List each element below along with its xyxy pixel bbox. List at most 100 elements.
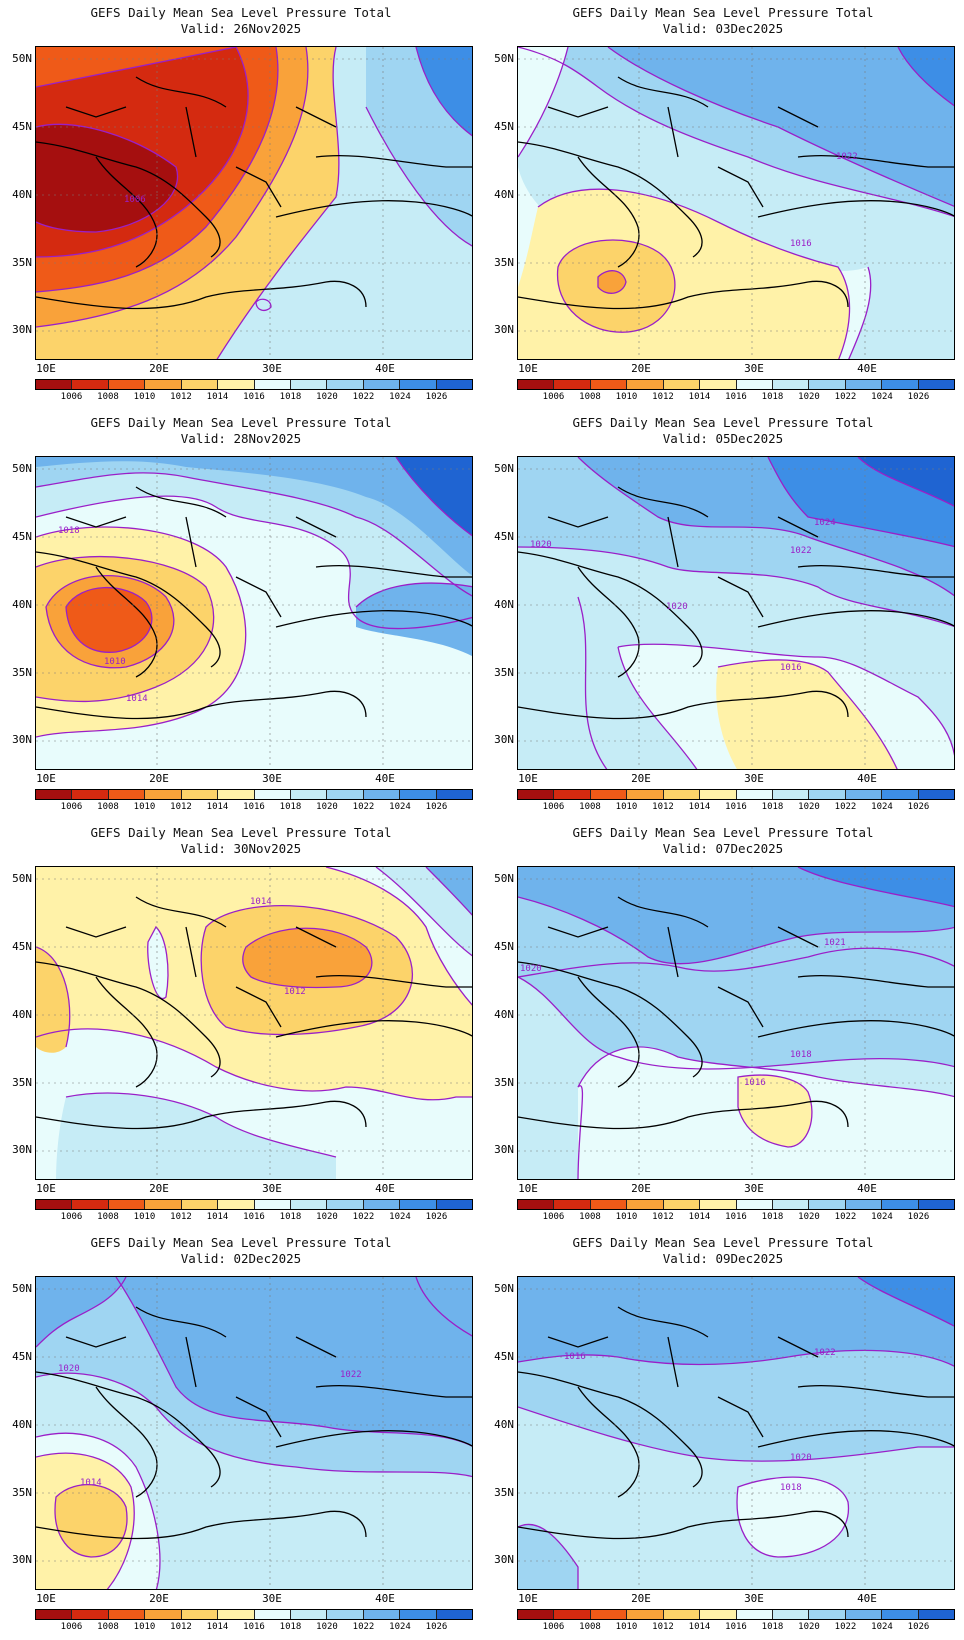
colorbar-label: 1012 — [170, 802, 192, 812]
contour-label: 1018 — [790, 1050, 812, 1060]
colorbar-swatch — [700, 1610, 737, 1619]
colorbar — [35, 379, 473, 390]
colorbar — [517, 1609, 955, 1620]
colorbar-swatch — [554, 1610, 591, 1619]
colorbar-swatch — [72, 1200, 109, 1209]
colorbar-swatch — [290, 1610, 328, 1619]
colorbar-label: 1008 — [97, 392, 119, 402]
y-tick: 35N — [494, 666, 514, 679]
colorbar-label: 1018 — [279, 1212, 302, 1222]
colorbar-label: 1012 — [170, 1622, 192, 1632]
contour-label: 1014 — [80, 1478, 102, 1488]
colorbar-swatch — [772, 1610, 810, 1619]
y-tick: 40N — [494, 598, 514, 611]
colorbar — [517, 1199, 955, 1210]
colorbar-label: 1022 — [834, 1212, 857, 1222]
colorbar-swatch — [882, 790, 919, 799]
colorbar-label: 1016 — [725, 392, 747, 402]
contour-label: 1022 — [814, 1348, 836, 1358]
colorbar-swatch — [627, 790, 664, 799]
pressure-map: 1020 1021 1018 1016 — [517, 866, 955, 1180]
colorbar-label: 1008 — [579, 802, 601, 812]
colorbar-swatch — [108, 790, 146, 799]
colorbar-label: 1006 — [542, 392, 565, 402]
x-tick: 40E — [857, 772, 877, 785]
x-tick: 20E — [149, 362, 169, 375]
x-tick: 20E — [631, 362, 651, 375]
contour-label: 1022 — [836, 152, 858, 162]
panel-valid-date: Valid: 02Dec2025 — [180, 1251, 302, 1266]
y-tick: 40N — [494, 1008, 514, 1021]
x-tick: 10E — [36, 1592, 56, 1605]
colorbar-label: 1026 — [907, 1212, 930, 1222]
panel-valid-date: Valid: 28Nov2025 — [180, 431, 302, 446]
contour-label: 1016 — [780, 663, 802, 673]
colorbar-label: 1012 — [652, 1622, 674, 1632]
colorbar-swatch — [736, 1200, 773, 1209]
colorbar-label: 1016 — [725, 1622, 747, 1632]
panel-title: GEFS Daily Mean Sea Level Pressure Total — [90, 415, 392, 430]
colorbar — [35, 1609, 473, 1620]
colorbar-swatch — [918, 1610, 955, 1619]
colorbar — [517, 789, 955, 800]
colorbar-swatch — [400, 380, 437, 389]
x-tick: 30E — [744, 1182, 764, 1195]
y-tick: 30N — [12, 1143, 32, 1156]
colorbar-label: 1018 — [761, 392, 784, 402]
colorbar-swatch — [145, 1610, 182, 1619]
colorbar-label: 1010 — [615, 392, 638, 402]
x-tick: 10E — [36, 772, 56, 785]
colorbar-label: 1014 — [206, 392, 229, 402]
colorbar-label: 1026 — [907, 392, 930, 402]
x-tick: 20E — [149, 1592, 169, 1605]
colorbar-label: 1018 — [761, 1622, 784, 1632]
contour-label: 1014 — [126, 694, 148, 704]
x-tick: 20E — [631, 1592, 651, 1605]
colorbar-swatch — [663, 1200, 701, 1209]
map-panel-03dec: GEFS Daily Mean Sea Level Pressure Total… — [482, 0, 964, 410]
colorbar-swatch — [918, 380, 955, 389]
colorbar-swatch — [663, 380, 701, 389]
map-panel-28nov: GEFS Daily Mean Sea Level Pressure Total… — [0, 410, 482, 820]
x-tick: 10E — [518, 772, 538, 785]
colorbar-swatch — [627, 1200, 664, 1209]
colorbar-label: 1022 — [834, 1622, 857, 1632]
colorbar-swatch — [845, 1610, 883, 1619]
colorbar-swatch — [518, 1200, 555, 1209]
y-tick: 40N — [494, 1418, 514, 1431]
x-tick: 20E — [631, 772, 651, 785]
colorbar-label: 1020 — [798, 802, 820, 812]
map-panel-26nov: GEFS Daily Mean Sea Level Pressure Total… — [0, 0, 482, 410]
colorbar-swatch — [363, 790, 401, 799]
x-tick: 30E — [262, 362, 282, 375]
panel-valid-date: Valid: 05Dec2025 — [662, 431, 784, 446]
colorbar-label: 1020 — [798, 1622, 820, 1632]
panel-title: GEFS Daily Mean Sea Level Pressure Total — [90, 825, 392, 840]
y-tick: 35N — [12, 256, 32, 269]
colorbar-label: 1024 — [389, 802, 411, 812]
colorbar — [35, 789, 473, 800]
contour-label: 1022 — [790, 546, 812, 556]
y-tick: 35N — [494, 1076, 514, 1089]
colorbar-swatch — [108, 1610, 146, 1619]
x-tick: 10E — [518, 1592, 538, 1605]
colorbar-swatch — [181, 1610, 219, 1619]
colorbar-label: 1010 — [615, 802, 638, 812]
x-tick: 40E — [857, 1592, 877, 1605]
colorbar-label: 1024 — [871, 392, 893, 402]
colorbar-label: 1024 — [389, 1622, 411, 1632]
colorbar-swatch — [290, 790, 328, 799]
colorbar-label: 1024 — [389, 392, 411, 402]
colorbar-swatch — [108, 380, 146, 389]
colorbar-label: 1008 — [579, 1622, 601, 1632]
map-panel-02dec: GEFS Daily Mean Sea Level Pressure Total… — [0, 1230, 482, 1640]
colorbar-label: 1012 — [170, 1212, 192, 1222]
y-tick: 30N — [494, 1553, 514, 1566]
colorbar-swatch — [254, 380, 291, 389]
colorbar-swatch — [772, 1200, 810, 1209]
y-tick: 50N — [12, 872, 32, 885]
colorbar-label: 1026 — [425, 1212, 448, 1222]
y-tick: 50N — [494, 462, 514, 475]
map-panel-07dec: GEFS Daily Mean Sea Level Pressure Total… — [482, 820, 964, 1230]
colorbar-label: 1024 — [389, 1212, 411, 1222]
